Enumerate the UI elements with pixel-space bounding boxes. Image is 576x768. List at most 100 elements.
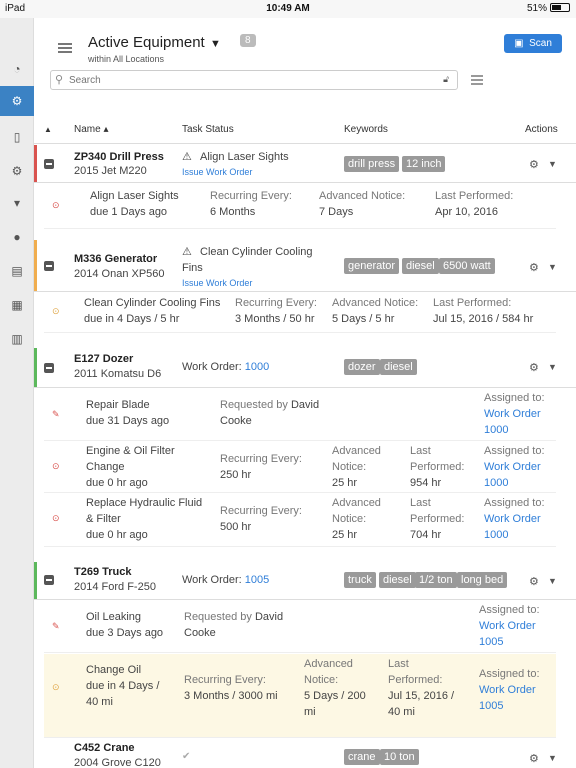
keyword-tag[interactable]: 12 inch <box>402 156 446 172</box>
collapse-icon[interactable] <box>44 159 54 169</box>
notice-value-continued: mi <box>304 706 316 718</box>
assigned-work-order-link[interactable]: Work Order <box>479 620 536 632</box>
work-order-link[interactable]: 1005 <box>244 574 270 586</box>
upcoming-clock-icon: ⊙ <box>52 306 60 316</box>
assigned-work-order-number[interactable]: 1000 <box>484 477 509 489</box>
task-due-continued: 40 mi <box>86 696 113 708</box>
gear-icon[interactable]: ⚙ <box>529 753 539 765</box>
keyword-tag[interactable]: truck <box>344 572 376 588</box>
battery-percent: 51% <box>526 3 547 14</box>
assigned-work-order-number[interactable]: 1005 <box>479 636 504 648</box>
name-column-header[interactable]: Name ▴ <box>74 124 109 135</box>
requester-name-continued: Cooke <box>184 627 216 639</box>
keyword-tag[interactable]: crane <box>344 749 380 765</box>
notice-label: Advanced <box>332 497 381 509</box>
task-title-continued: Change <box>86 461 125 473</box>
chevron-down-icon[interactable]: ▼ <box>548 362 557 372</box>
task-row[interactable]: ⊙ Replace Hydraulic Fluid & Filter due 0… <box>44 493 556 547</box>
chevron-down-icon[interactable]: ▼ <box>548 753 557 763</box>
gear-icon[interactable]: ⚙ <box>529 576 539 588</box>
unlock-icon[interactable]: 🔓︎ <box>443 74 449 84</box>
gear-icon[interactable]: ⚙ <box>529 262 539 274</box>
menu-icon[interactable] <box>58 43 72 53</box>
equipment-row[interactable]: C452 Crane 2004 Grove C120 ✔ crane 10 to… <box>34 738 576 768</box>
keyword-tag[interactable]: diesel <box>402 258 439 274</box>
equipment-name[interactable]: C452 Crane <box>74 742 135 754</box>
list-view-icon[interactable] <box>471 75 483 85</box>
equipment-name[interactable]: E127 Dozer <box>74 353 134 365</box>
assigned-work-order-number[interactable]: 1000 <box>484 424 509 436</box>
task-status: Align Laser Sights <box>200 151 289 163</box>
equipment-name[interactable]: M336 Generator <box>74 253 158 265</box>
work-order-status: Work Order: 1005 <box>182 574 270 586</box>
assigned-work-order-number[interactable]: 1000 <box>484 529 509 541</box>
task-row[interactable]: ⊙ Clean Cylinder Cooling Fins due in 4 D… <box>44 293 556 333</box>
task-row[interactable]: ⊙ Engine & Oil Filter Change due 0 hr ag… <box>44 441 556 493</box>
equipment-row[interactable]: M336 Generator 2014 Onan XP560 ⚠ Clean C… <box>34 240 576 292</box>
building-icon[interactable]: ▤ <box>11 264 23 278</box>
keyword-tag[interactable]: diesel <box>380 359 417 375</box>
task-status: Clean Cylinder Cooling <box>200 246 313 258</box>
task-due: due in 4 Days / <box>86 680 160 692</box>
equipment-row[interactable]: E127 Dozer 2011 Komatsu D6 Work Order: 1… <box>34 348 576 388</box>
dashboard-icon[interactable]: ◔ <box>13 62 21 76</box>
task-row[interactable]: ✎ Oil Leaking due 3 Days ago Requested b… <box>44 601 556 653</box>
collapse-icon[interactable] <box>44 363 54 373</box>
page-title[interactable]: Active Equipment <box>88 34 205 51</box>
location-subtitle: within All Locations <box>88 54 165 64</box>
issue-work-order-link[interactable]: Issue Work Order <box>182 278 253 288</box>
equipment-row[interactable]: ZP340 Drill Press 2015 Jet M220 ⚠ Align … <box>34 145 576 183</box>
keyword-tag[interactable]: dozer <box>344 359 380 375</box>
equipment-row[interactable]: T269 Truck 2014 Ford F-250 Work Order: 1… <box>34 562 576 600</box>
task-title-continued: & Filter <box>86 513 121 525</box>
document-icon[interactable]: ▯ <box>13 130 21 144</box>
battery-status: 51% <box>527 3 570 14</box>
assigned-work-order-link[interactable]: Work Order <box>484 408 541 420</box>
keyword-tag[interactable]: generator <box>344 258 400 274</box>
assigned-work-order-link[interactable]: Work Order <box>484 513 541 525</box>
equipment-name[interactable]: ZP340 Drill Press <box>74 151 164 163</box>
issue-work-order-link[interactable]: Issue Work Order <box>182 167 253 177</box>
reports-icon[interactable]: ▥ <box>11 332 23 346</box>
task-status-column-header: Task Status <box>182 124 234 135</box>
chevron-down-icon[interactable]: ▼ <box>548 159 557 169</box>
device-label: iPad <box>5 3 26 14</box>
equipment-name[interactable]: T269 Truck <box>74 566 132 578</box>
keyword-tag[interactable]: 6500 watt <box>439 258 495 274</box>
task-row[interactable]: ⊙ Change Oil due in 4 Days / 40 mi Recur… <box>44 654 556 738</box>
calendar-icon[interactable]: ▦ <box>11 298 23 312</box>
search-input[interactable] <box>69 73 429 87</box>
task-title: Oil Leaking <box>86 611 142 623</box>
keyword-tag[interactable]: drill press <box>344 156 400 172</box>
last-performed-label: Last Performed: <box>433 297 512 309</box>
task-row[interactable]: ✎ Repair Blade due 31 Days ago Requested… <box>44 389 556 441</box>
task-row[interactable]: ⊙ Align Laser Sights due 1 Days ago Recu… <box>44 184 556 229</box>
keyword-tag[interactable]: 1/2 ton <box>415 572 457 588</box>
keyword-tag[interactable]: long bed <box>457 572 508 588</box>
collapse-icon[interactable] <box>44 261 54 271</box>
keyword-tag[interactable]: diesel <box>379 572 416 588</box>
chevron-down-icon[interactable]: ▼ <box>548 262 557 272</box>
gear-icon[interactable]: ⚙ <box>529 362 539 374</box>
work-order-link[interactable]: 1000 <box>244 361 270 373</box>
recurring-value: 3 Months / 3000 mi <box>184 690 278 702</box>
collapse-icon[interactable] <box>44 575 54 585</box>
requester-name: David <box>290 399 320 411</box>
gear-icon[interactable]: ⚙ <box>529 159 539 171</box>
assigned-work-order-link[interactable]: Work Order <box>484 461 541 473</box>
collapse-all-icon[interactable]: ▲ <box>44 125 52 134</box>
keyword-tag[interactable]: 10 ton <box>380 749 419 765</box>
assigned-work-order-number[interactable]: 1005 <box>479 700 504 712</box>
parts-icon[interactable]: ⚙ <box>11 164 23 178</box>
cart-icon[interactable]: ▾ <box>13 196 21 210</box>
user-icon[interactable]: ● <box>13 230 21 244</box>
search-bar: ⚲ 🔓︎ <box>50 70 458 90</box>
chevron-down-icon[interactable]: ▼ <box>210 38 221 50</box>
chevron-down-icon[interactable]: ▼ <box>548 576 557 586</box>
task-due: due 0 hr ago <box>86 477 148 489</box>
assigned-work-order-link[interactable]: Work Order <box>479 684 536 696</box>
task-title: Clean Cylinder Cooling Fins <box>84 297 221 309</box>
equipment-icon[interactable]: ⚙ <box>0 86 34 116</box>
notice-label-continued: Notice: <box>332 513 367 525</box>
scan-button[interactable]: ▣ Scan <box>504 34 562 53</box>
